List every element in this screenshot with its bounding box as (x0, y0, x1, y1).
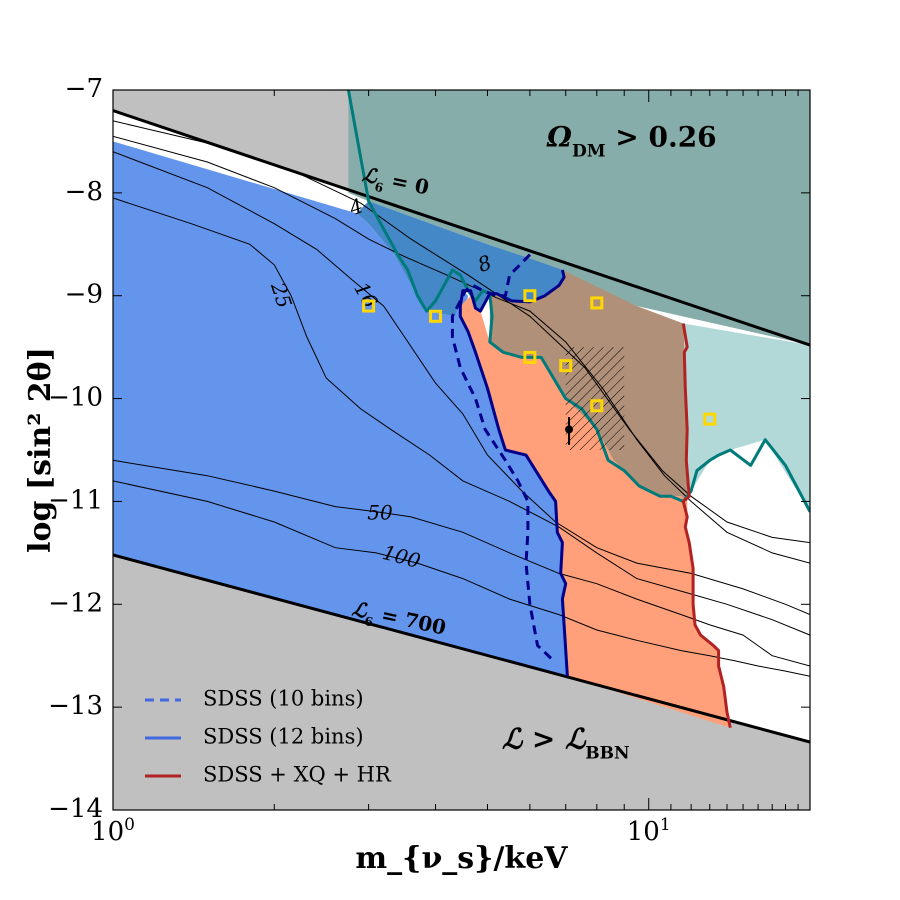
annotation-omega-dm: ΩDM > 0.26 (546, 121, 717, 162)
sdss10-contour (450, 253, 555, 662)
y-tick-label: −7 (65, 74, 103, 104)
y-tick-label: −10 (48, 383, 103, 413)
y-tick-label: −12 (48, 588, 103, 618)
marker-3 (590, 296, 604, 310)
L6-700-line (113, 553, 810, 744)
axes-frame (112, 89, 811, 811)
y-tick-label: −13 (48, 691, 103, 721)
legend-label-2: SDSS + XQ + HR (203, 763, 392, 787)
marker-5 (559, 359, 573, 373)
region-salmon (460, 295, 731, 728)
contour-100 (113, 480, 810, 677)
marker-7 (703, 412, 717, 426)
region-lower-gray (113, 554, 810, 810)
L6-0-line (113, 109, 810, 347)
y-tick-label: −14 (48, 794, 103, 824)
contour-8 (113, 135, 810, 564)
contour-25 (113, 197, 810, 636)
annotation-main: ℒ > ℒ (502, 722, 587, 755)
contour-16 (113, 151, 810, 616)
marker-2 (523, 289, 537, 303)
x-tick-exp: 1 (660, 815, 671, 835)
y-axis-label: log [sin² 2θ] (23, 347, 58, 553)
contour-label-50: 50 (367, 500, 393, 524)
hatched-region (565, 347, 625, 450)
legend: SDSS (10 bins) SDSS (12 bins) SDSS + XQ + … (145, 687, 392, 787)
annotation-sub: BBN (585, 743, 629, 763)
annotation-rest: > 0.26 (606, 121, 717, 154)
legend-label-1: SDSS (12 bins) (203, 725, 364, 749)
marker-6 (590, 399, 604, 413)
x-tick-base: 10 (91, 817, 124, 847)
y-tick-label: −11 (48, 485, 103, 515)
region-sdss-blue (113, 141, 568, 677)
x-axis-label: m_{ν_s}/keV (355, 841, 568, 876)
region-light-teal (683, 323, 810, 512)
annotation-sub: 6 (363, 614, 374, 629)
sdss12-contour (458, 269, 569, 677)
region-overlap-blue (356, 201, 565, 317)
y-tick-label: −8 (65, 177, 103, 207)
contour-50 (113, 459, 810, 667)
region-omega-teal (348, 90, 810, 346)
x-tick-label: 101 (627, 815, 671, 847)
error-point (565, 425, 574, 434)
marker-4 (523, 350, 537, 364)
annotation-L-gt-LBBN: ℒ > ℒBBN (502, 722, 630, 763)
annotation-sub: 6 (373, 180, 384, 195)
y-tick-label: −9 (65, 280, 103, 310)
legend-label-0: SDSS (10 bins) (203, 687, 364, 711)
x-tick-base: 10 (627, 817, 660, 847)
red-contour (681, 323, 732, 729)
annotation-main: Ω (546, 121, 572, 154)
x-tick-label: 100 (91, 815, 135, 847)
teal-contour (346, 90, 810, 513)
annotation-sub: DM (572, 142, 606, 162)
marker-1 (429, 309, 443, 323)
marker-0 (362, 299, 376, 313)
x-tick-exp: 0 (124, 815, 135, 835)
